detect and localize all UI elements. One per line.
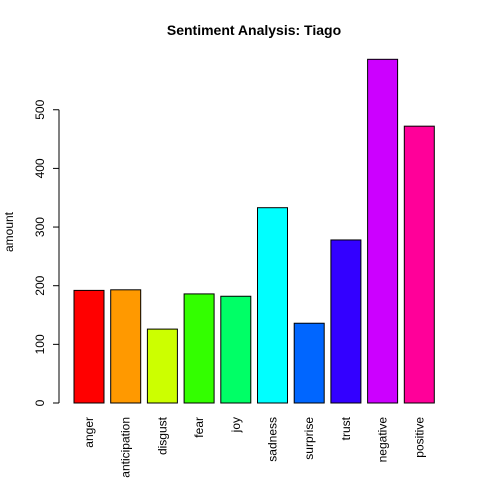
chart-title: Sentiment Analysis: Tiago: [167, 22, 341, 38]
y-tick-label: 100: [33, 334, 47, 354]
bar-joy: [220, 295, 252, 404]
y-axis: 0 100 200 300 400 500: [33, 99, 60, 406]
bar-negative: [367, 58, 399, 404]
bars-group: [73, 58, 435, 404]
bar-anger: [73, 289, 105, 404]
x-tick-label: fear: [192, 417, 206, 438]
x-tick-label: sadness: [266, 417, 280, 462]
x-axis-labels: anger anticipation disgust fear joy sadness su…: [82, 416, 426, 477]
y-tick-label: 300: [33, 217, 47, 237]
y-tick-label: 500: [33, 99, 47, 119]
x-tick-label: anticipation: [119, 417, 133, 478]
bar-trust: [330, 239, 362, 404]
x-tick-label: surprise: [302, 417, 316, 460]
y-axis-label: amount: [2, 211, 16, 252]
y-tick-label: 0: [33, 399, 47, 406]
x-tick-label: disgust: [155, 416, 169, 455]
bar-surprise: [293, 322, 325, 404]
y-tick-label: 200: [33, 275, 47, 295]
y-tick-label: 400: [33, 158, 47, 178]
bar-sadness: [257, 207, 288, 404]
x-tick-label: anger: [82, 417, 96, 448]
x-tick-label: trust: [339, 416, 353, 440]
x-tick-label: negative: [376, 417, 390, 463]
x-tick-label: positive: [412, 417, 426, 458]
bar-positive: [403, 125, 435, 404]
bar-fear: [183, 293, 215, 404]
bar-disgust: [146, 328, 178, 404]
bar-anticipation: [110, 289, 142, 404]
x-tick-label: joy: [229, 417, 243, 433]
